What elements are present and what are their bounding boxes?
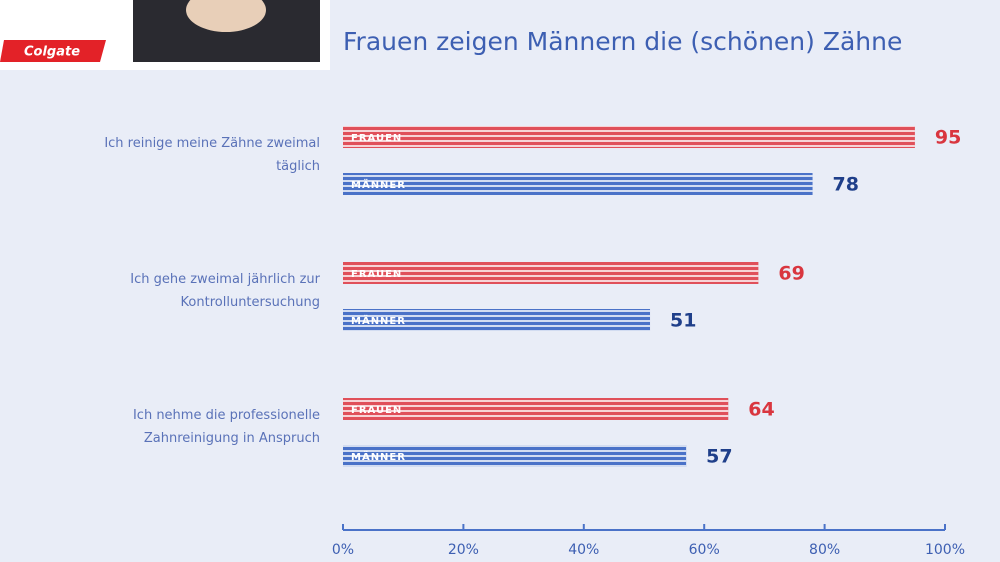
- bar-series-label: MÄNNER: [351, 449, 406, 463]
- logo-badge: [0, 40, 106, 62]
- data-label: 57: [706, 446, 732, 468]
- bar-stripes: [343, 309, 651, 331]
- data-label: 69: [778, 263, 804, 285]
- category-label: Ich nehme die professionelle Zahnreinigu…: [132, 408, 320, 446]
- x-tick-label: 20%: [448, 542, 479, 558]
- bar-stripes: [343, 173, 813, 195]
- bar-series-label: FRAUEN: [351, 133, 402, 144]
- bar-series-label: MÄNNER: [351, 313, 406, 327]
- bar-stripes: [343, 445, 687, 467]
- bar-stripes: [343, 262, 759, 284]
- bar-stripes: [343, 398, 729, 420]
- bar-series-label: MÄNNER: [351, 177, 406, 191]
- data-label: 95: [935, 127, 961, 149]
- data-label: 64: [748, 399, 774, 421]
- category-label: Ich gehe zweimal jährlich zur Kontrollun…: [130, 272, 320, 310]
- data-label: 78: [833, 174, 859, 196]
- photo-face: [186, 0, 266, 32]
- x-tick-label: 80%: [809, 542, 840, 558]
- x-tick-label: 100%: [925, 542, 965, 558]
- bar-series-label: FRAUEN: [351, 405, 402, 416]
- x-tick-label: 40%: [568, 542, 599, 558]
- data-label: 51: [670, 310, 696, 332]
- x-tick-label: 0%: [332, 542, 354, 558]
- x-tick-label: 60%: [689, 542, 720, 558]
- bar-series-label: FRAUEN: [351, 269, 402, 280]
- bar-stripes: [343, 126, 915, 148]
- category-label: Ich reinige meine Zähne zweimal täglich: [104, 136, 320, 174]
- logo: Colgate: [24, 45, 80, 60]
- chart-title: Frauen zeigen Männern die (schönen) Zähn…: [343, 27, 902, 56]
